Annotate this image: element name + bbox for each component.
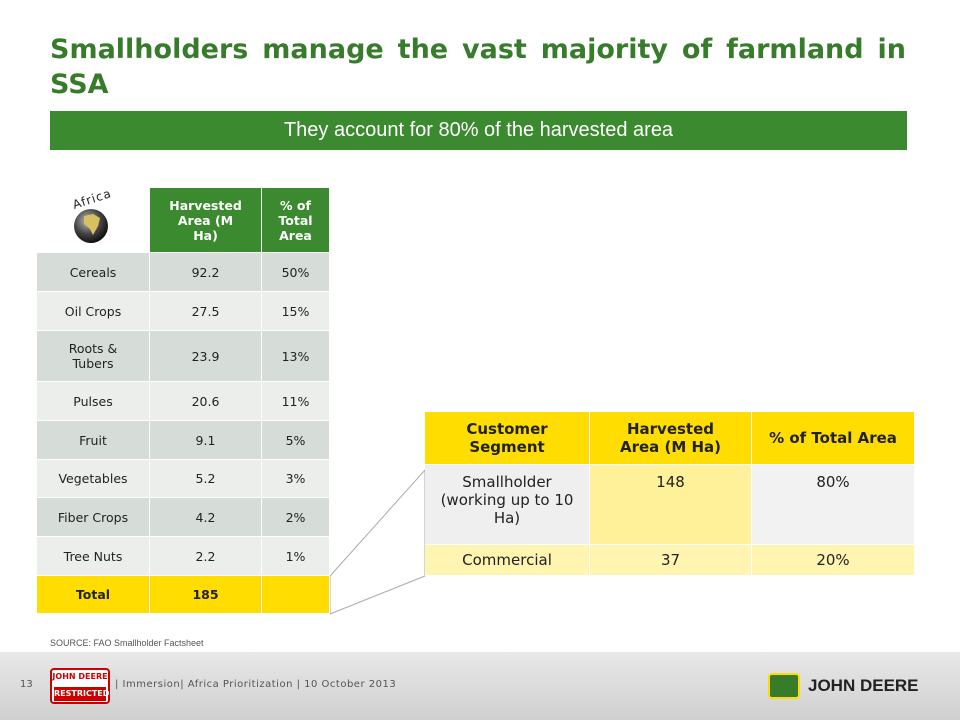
cell-text: 2.2 bbox=[195, 548, 216, 564]
deer-logo bbox=[768, 673, 800, 699]
table-cell: Cereals bbox=[37, 253, 150, 292]
cell-text: 4.2 bbox=[195, 509, 216, 525]
slide-title: Smallholders manage the vast majority of… bbox=[50, 34, 906, 100]
source: SOURCE: FAO Smallholder Factsheet bbox=[50, 638, 204, 648]
cell-text: Harvested Area (M Ha) bbox=[619, 420, 722, 456]
cell-text: Fiber Crops bbox=[57, 509, 129, 525]
table-cell: Smallholder (working up to 10 Ha) bbox=[425, 465, 590, 545]
table-cell: Tree Nuts bbox=[37, 537, 150, 576]
table-cell: 11% bbox=[262, 382, 330, 421]
table-cell: Fiber Crops bbox=[37, 498, 150, 537]
header-cell: Harvested Area (M Ha) bbox=[150, 188, 262, 253]
total-value: 185 bbox=[150, 576, 262, 614]
cell-text: 20.6 bbox=[191, 393, 220, 409]
table-cell: 50% bbox=[262, 253, 330, 292]
table-cell: 1% bbox=[262, 537, 330, 576]
cell-text: Roots & Tubers bbox=[68, 341, 118, 371]
header-cell: Customer Segment bbox=[425, 412, 590, 465]
cell-text: % of Total Area bbox=[278, 197, 313, 243]
table-cell: 5.2 bbox=[150, 460, 262, 498]
cell-text: 148 bbox=[656, 473, 685, 491]
table-cell: 20% bbox=[752, 545, 915, 576]
footer-text: | Immersion| Africa Prioritization | 10 … bbox=[115, 679, 397, 690]
table-cell: 3% bbox=[262, 460, 330, 498]
cell-text: 15% bbox=[281, 303, 310, 319]
cell-text: 1% bbox=[285, 548, 306, 564]
cell-text: 11% bbox=[281, 393, 310, 409]
brand: JOHN DEERE bbox=[808, 676, 919, 695]
table-cell: 2.2 bbox=[150, 537, 262, 576]
table-cell: Commercial bbox=[425, 545, 590, 576]
table-cell: Pulses bbox=[37, 382, 150, 421]
table-cell: Roots & Tubers bbox=[37, 331, 150, 382]
badge-top: JOHN DEERE bbox=[52, 672, 108, 681]
cell-text: Cereals bbox=[69, 264, 117, 280]
cell-text: Smallholder (working up to 10 Ha) bbox=[440, 473, 574, 527]
table-cell: Fruit bbox=[37, 421, 150, 460]
header-cell: % of Total Area bbox=[262, 188, 330, 253]
table-cell: 5% bbox=[262, 421, 330, 460]
table-cell: Vegetables bbox=[37, 460, 150, 498]
cell-text: Total bbox=[75, 587, 111, 602]
table-cell: 2% bbox=[262, 498, 330, 537]
cell-text: Pulses bbox=[73, 393, 113, 409]
table-cell: 4.2 bbox=[150, 498, 262, 537]
table-cell: 92.2 bbox=[150, 253, 262, 292]
badge-bottom: RESTRICTED bbox=[54, 687, 109, 701]
page-number: 13 bbox=[20, 679, 33, 690]
banner: They account for 80% of the harvested ar… bbox=[50, 111, 907, 150]
cell-text: 3% bbox=[285, 471, 306, 486]
table-cell: 13% bbox=[262, 331, 330, 382]
cell-text: 185 bbox=[192, 587, 219, 602]
header-cell: Harvested Area (M Ha) bbox=[590, 412, 752, 465]
cell-text: Commercial bbox=[462, 551, 552, 569]
table-cell: 148 bbox=[590, 465, 752, 545]
cell-text: Vegetables bbox=[58, 471, 128, 486]
cell-text: 5% bbox=[285, 432, 306, 448]
cell-text: Tree Nuts bbox=[63, 548, 123, 564]
cell-text: 80% bbox=[816, 473, 850, 491]
cell-text: 92.2 bbox=[191, 264, 220, 280]
cell-text: 2% bbox=[285, 509, 306, 525]
header-cell: % of Total Area bbox=[752, 412, 915, 465]
table-cell: 37 bbox=[590, 545, 752, 576]
table-cell: 80% bbox=[752, 465, 915, 545]
cell-text: Customer Segment bbox=[466, 420, 548, 456]
cell-text: 20% bbox=[816, 551, 850, 569]
table-cell: 23.9 bbox=[150, 331, 262, 382]
restricted-badge: JOHN DEERE RESTRICTED bbox=[50, 668, 110, 704]
cell-text: 5.2 bbox=[195, 471, 216, 486]
cell-text: 13% bbox=[281, 348, 310, 364]
table-cell: 20.6 bbox=[150, 382, 262, 421]
total-blank bbox=[262, 576, 330, 614]
africa-icon: Africa bbox=[62, 186, 122, 246]
footer: 13 JOHN DEERE RESTRICTED | Immersion| Af… bbox=[0, 652, 960, 720]
cell-text: % of Total Area bbox=[769, 429, 897, 447]
table-cell: Oil Crops bbox=[37, 292, 150, 331]
cell-text: Harvested Area (M Ha) bbox=[169, 197, 242, 243]
cell-text: 50% bbox=[281, 264, 310, 280]
cell-text: 23.9 bbox=[191, 348, 220, 364]
table-cell: 27.5 bbox=[150, 292, 262, 331]
cell-text: 27.5 bbox=[191, 303, 220, 319]
table-cell: 9.1 bbox=[150, 421, 262, 460]
globe bbox=[74, 209, 108, 243]
total-label: Total bbox=[37, 576, 150, 614]
table-cell: 15% bbox=[262, 292, 330, 331]
cell-text: Fruit bbox=[79, 432, 107, 448]
cell-text: 37 bbox=[660, 551, 681, 569]
cell-text: Oil Crops bbox=[64, 303, 122, 319]
cell-text: 9.1 bbox=[195, 432, 216, 448]
